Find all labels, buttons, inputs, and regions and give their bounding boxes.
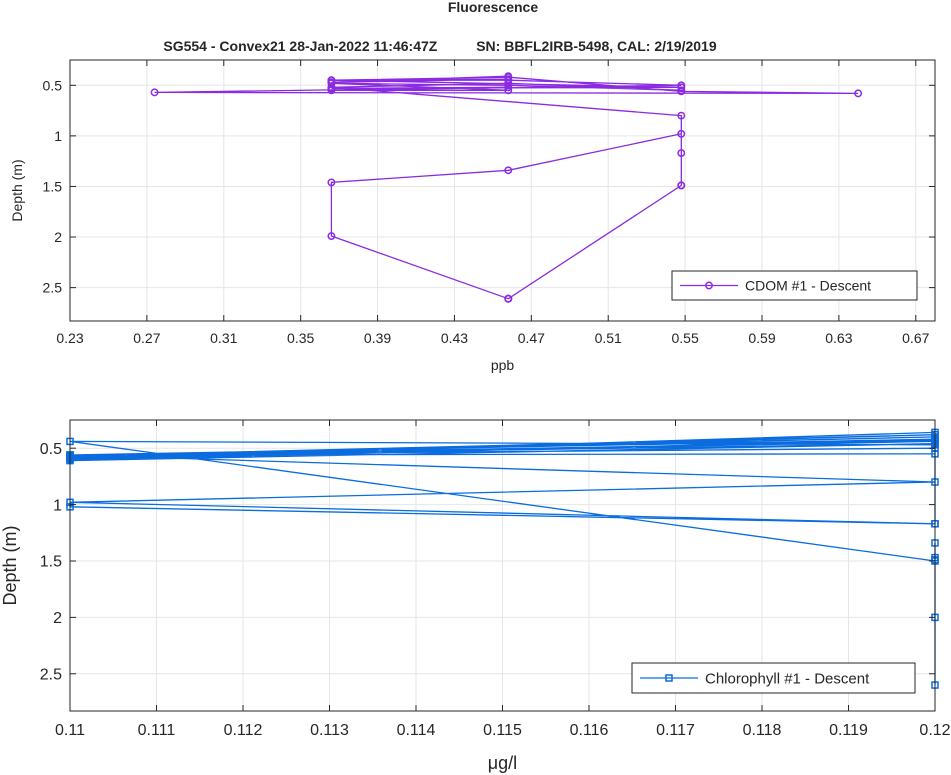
- figure-subtitle: SG554 - Convex21 28-Jan-2022 11:46:47Z S…: [163, 38, 716, 54]
- x-tick-label: 0.118: [743, 722, 782, 739]
- data-point: [327, 232, 336, 240]
- data-point: [150, 88, 159, 97]
- data-point: [854, 89, 863, 98]
- legend: Chlorophyll #1 - Descent: [631, 662, 916, 694]
- data-point: [677, 83, 686, 92]
- data-point: [504, 86, 513, 95]
- y-tick-label: 0.5: [40, 441, 62, 458]
- legend-label: CDOM #1 - Descent: [745, 278, 871, 294]
- data-point: [677, 129, 686, 138]
- x-tick-label: 0.51: [595, 330, 622, 346]
- x-tick-label: 0.63: [825, 330, 852, 346]
- x-tick-label: 0.117: [656, 722, 695, 739]
- x-tick-label: 0.11: [55, 722, 85, 739]
- x-tick-label: 0.114: [397, 722, 436, 739]
- legend-marker: [665, 674, 673, 682]
- data-point: [677, 87, 686, 96]
- cdom-axes: 0.23 0.27 0.31 0.35 0.39 0.43 0.47 0.51 0.55 0.59…: [9, 59, 936, 373]
- figure-title: Fluorescence: [448, 0, 538, 15]
- x-tick-label: 0.59: [748, 330, 775, 346]
- data-point: [504, 166, 513, 175]
- y-tick-label: 1.5: [40, 554, 62, 571]
- data-point: [677, 111, 686, 120]
- data-point: [504, 72, 513, 81]
- x-tick-label: 0.47: [518, 330, 545, 346]
- y-axis-label: Depth (m): [0, 525, 20, 605]
- y-axis-label: Depth (m): [9, 159, 25, 221]
- data-point: [504, 294, 513, 303]
- legend: CDOM #1 - Descent: [671, 270, 918, 301]
- data-point: [677, 181, 686, 190]
- y-tick-label: 1: [53, 497, 62, 514]
- axes-box: [69, 59, 936, 322]
- x-axis-label: μg/l: [488, 753, 517, 773]
- chlorophyll-axes: 0.11 0.111 0.112 0.113 0.114 0.115 0.116 0.117 0…: [0, 419, 951, 773]
- data-point: [327, 178, 336, 187]
- x-tick-label: 0.31: [210, 330, 237, 346]
- y-tick-label: 0.5: [43, 77, 63, 93]
- x-tick-label: 0.43: [441, 330, 468, 346]
- legend-label: Chlorophyll #1 - Descent: [705, 670, 870, 687]
- y-tick-label: 2.5: [43, 280, 63, 296]
- x-tick-label: 0.35: [287, 330, 314, 346]
- x-tick-label: 0.12: [919, 722, 950, 739]
- x-tick-label: 0.115: [483, 722, 522, 739]
- x-tick-label: 0.116: [570, 722, 609, 739]
- x-tick-label: 0.27: [133, 330, 160, 346]
- y-tick-label: 2: [53, 610, 62, 627]
- y-tick-label: 2.5: [40, 667, 62, 684]
- data-point: [504, 83, 513, 92]
- y-tick-label: 1.5: [43, 178, 63, 194]
- x-tick-label: 0.112: [224, 722, 263, 739]
- x-axis-label: ppb: [491, 357, 515, 373]
- x-tick-label: 0.23: [56, 330, 83, 346]
- data-point: [677, 149, 686, 158]
- y-tick-label: 1: [54, 128, 62, 144]
- x-tick-label: 0.55: [671, 330, 698, 346]
- data-point: [327, 78, 336, 87]
- y-tick-label: 2: [54, 229, 62, 245]
- data-point: [504, 75, 513, 84]
- x-tick-label: 0.111: [138, 722, 176, 739]
- x-tick-label: 0.39: [364, 330, 391, 346]
- legend-marker: [705, 281, 713, 290]
- x-tick-label: 0.119: [829, 722, 868, 739]
- x-tick-label: 0.67: [902, 330, 929, 346]
- x-tick-label: 0.113: [310, 722, 349, 739]
